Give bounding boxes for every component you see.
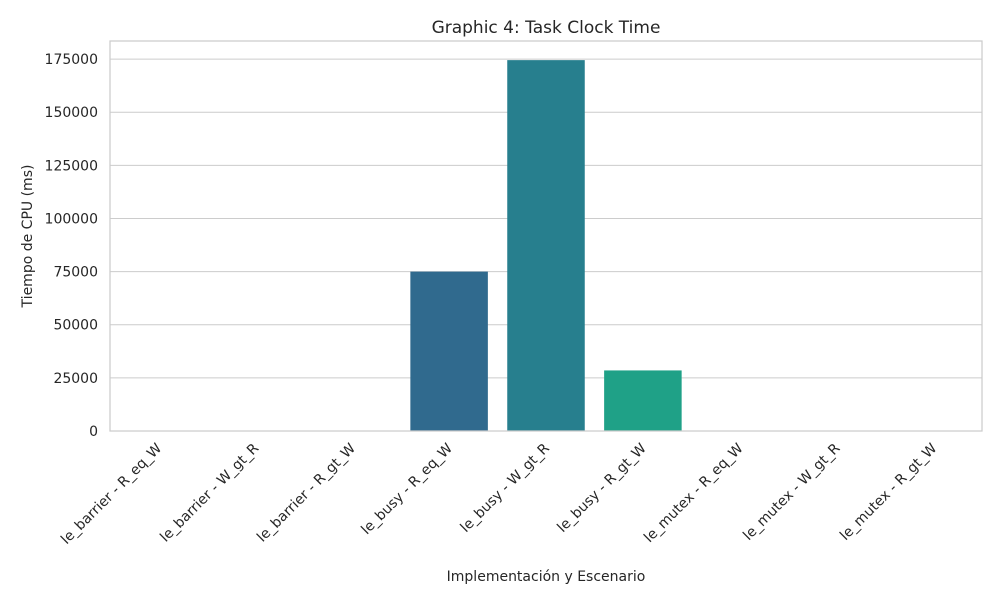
- bar-layer: [119, 60, 973, 432]
- y-tick-label: 75000: [53, 265, 98, 281]
- y-tick-label: 25000: [53, 371, 98, 387]
- y-tick-label: 150000: [45, 105, 98, 121]
- x-tick-label: le_busy - W_gt_R: [458, 440, 553, 535]
- y-tick-label: 50000: [53, 318, 98, 334]
- y-axis-label: Tiempo de CPU (ms): [20, 165, 36, 309]
- x-tick-label: le_barrier - R_eq_W: [58, 440, 165, 547]
- plot-frame: [109, 40, 983, 432]
- x-tick-label: le_mutex - R_eq_W: [641, 440, 747, 546]
- x-tick-label: le_barrier - R_gt_W: [254, 440, 359, 545]
- y-tick-label: 0: [89, 424, 98, 440]
- x-tick-label: le_busy - R_eq_W: [358, 440, 456, 538]
- bar: [410, 271, 488, 431]
- x-tick-label: le_mutex - W_gt_R: [740, 440, 843, 543]
- y-tick-label: 125000: [45, 158, 98, 174]
- x-tick-labels: le_barrier - R_eq_Wle_barrier - W_gt_Rle…: [58, 440, 940, 547]
- bar: [604, 370, 682, 431]
- x-tick-label: le_barrier - W_gt_R: [157, 440, 262, 545]
- y-tick-labels: 0 25000 50000 75000 100000 125000 150000 175000: [45, 52, 98, 440]
- x-tick-label: le_mutex - R_gt_W: [837, 440, 940, 543]
- x-axis-label: Implementación y Escenario: [447, 569, 646, 585]
- y-tick-label: 175000: [45, 52, 98, 68]
- bar: [507, 60, 585, 432]
- y-tick-label: 100000: [45, 211, 98, 227]
- x-tick-label: le_busy - R_gt_W: [554, 440, 649, 535]
- chart-title: Graphic 4: Task Clock Time: [432, 18, 661, 38]
